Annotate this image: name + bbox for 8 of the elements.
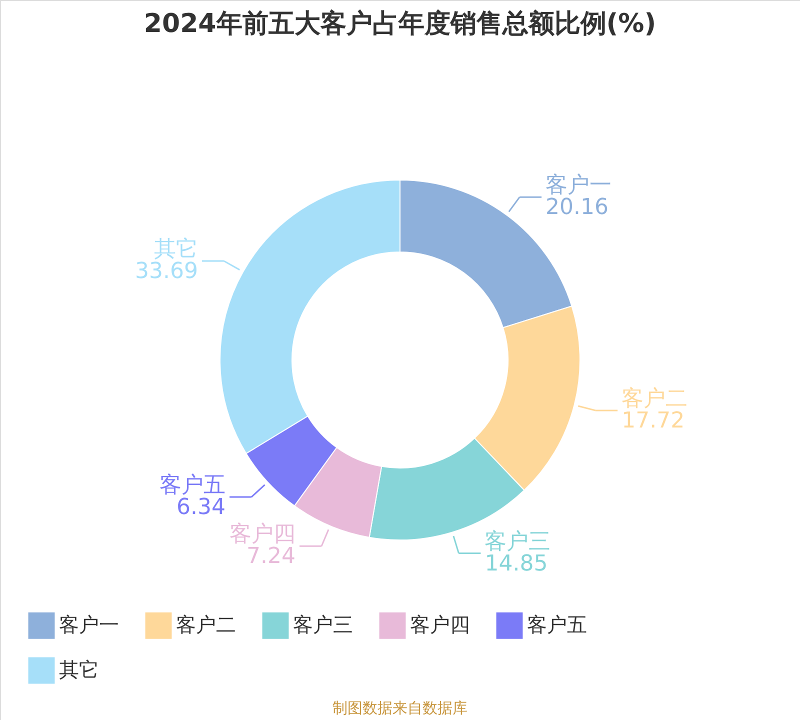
legend-label: 客户四 <box>410 612 470 637</box>
category-label: 客户三 <box>293 612 353 637</box>
text: 制图数据来自数据库 <box>332 699 468 717</box>
chart-title: 2024年前五大客户占年度销售总额比例(%) <box>144 9 656 39</box>
category-label: 客户二 <box>176 612 236 637</box>
legend-label: 其它 <box>59 658 99 682</box>
legend-label: 客户五 <box>527 612 587 637</box>
legend-label: 客户一 <box>59 612 119 637</box>
